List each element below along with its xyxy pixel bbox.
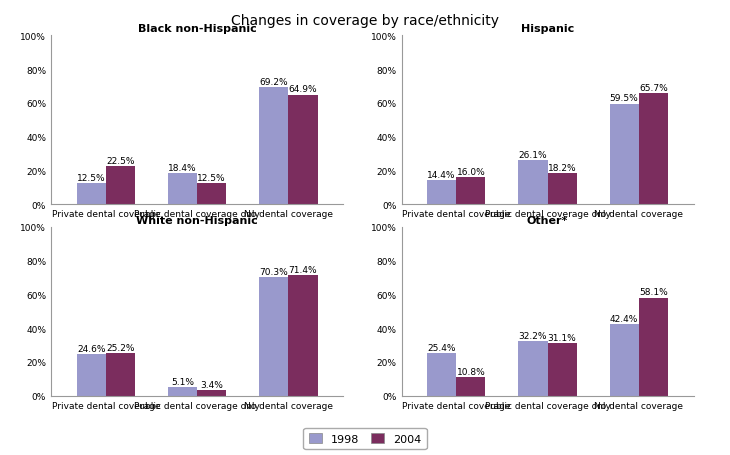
Title: Other*: Other*: [527, 215, 568, 225]
Bar: [288, 96, 318, 205]
Bar: [456, 378, 485, 396]
Text: 25.4%: 25.4%: [427, 343, 456, 352]
Title: Black non-Hispanic: Black non-Hispanic: [138, 24, 256, 34]
Bar: [106, 167, 135, 205]
Bar: [77, 354, 106, 396]
Text: 69.2%: 69.2%: [259, 78, 288, 87]
Bar: [639, 94, 668, 205]
Bar: [548, 174, 577, 205]
Text: 42.4%: 42.4%: [610, 314, 638, 323]
Text: 25.2%: 25.2%: [106, 343, 135, 352]
Text: 32.2%: 32.2%: [518, 331, 548, 340]
Bar: [77, 184, 106, 205]
Bar: [259, 278, 288, 396]
Bar: [197, 390, 226, 396]
Bar: [518, 161, 548, 205]
Text: 64.9%: 64.9%: [288, 85, 318, 94]
Bar: [610, 324, 639, 396]
Bar: [106, 354, 135, 396]
Text: 24.6%: 24.6%: [77, 344, 106, 353]
Text: 65.7%: 65.7%: [639, 84, 668, 93]
Text: 59.5%: 59.5%: [610, 94, 639, 103]
Bar: [518, 342, 548, 396]
Text: 3.4%: 3.4%: [200, 380, 223, 389]
Bar: [639, 298, 668, 396]
Bar: [427, 353, 456, 396]
Bar: [168, 387, 197, 396]
Text: 22.5%: 22.5%: [106, 157, 135, 166]
Bar: [197, 184, 226, 205]
Title: White non-Hispanic: White non-Hispanic: [137, 215, 258, 225]
Bar: [288, 276, 318, 396]
Text: 12.5%: 12.5%: [77, 173, 106, 182]
Text: 16.0%: 16.0%: [456, 167, 485, 177]
Text: 12.5%: 12.5%: [197, 173, 226, 182]
Bar: [548, 344, 577, 396]
Text: 5.1%: 5.1%: [171, 377, 194, 386]
Bar: [259, 88, 288, 205]
Text: 26.1%: 26.1%: [518, 151, 548, 159]
Title: Hispanic: Hispanic: [521, 24, 574, 34]
Text: 10.8%: 10.8%: [456, 367, 485, 376]
Text: 31.1%: 31.1%: [548, 333, 577, 342]
Bar: [168, 174, 197, 205]
Bar: [610, 105, 639, 205]
Text: 14.4%: 14.4%: [427, 170, 456, 179]
Text: 71.4%: 71.4%: [288, 265, 318, 274]
Bar: [427, 181, 456, 205]
Text: 18.4%: 18.4%: [168, 163, 197, 172]
Bar: [456, 178, 485, 205]
Text: 70.3%: 70.3%: [259, 267, 288, 276]
Text: 58.1%: 58.1%: [639, 288, 668, 297]
Legend: 1998, 2004: 1998, 2004: [304, 428, 426, 450]
Text: Changes in coverage by race/ethnicity: Changes in coverage by race/ethnicity: [231, 14, 499, 28]
Text: 18.2%: 18.2%: [548, 164, 577, 173]
